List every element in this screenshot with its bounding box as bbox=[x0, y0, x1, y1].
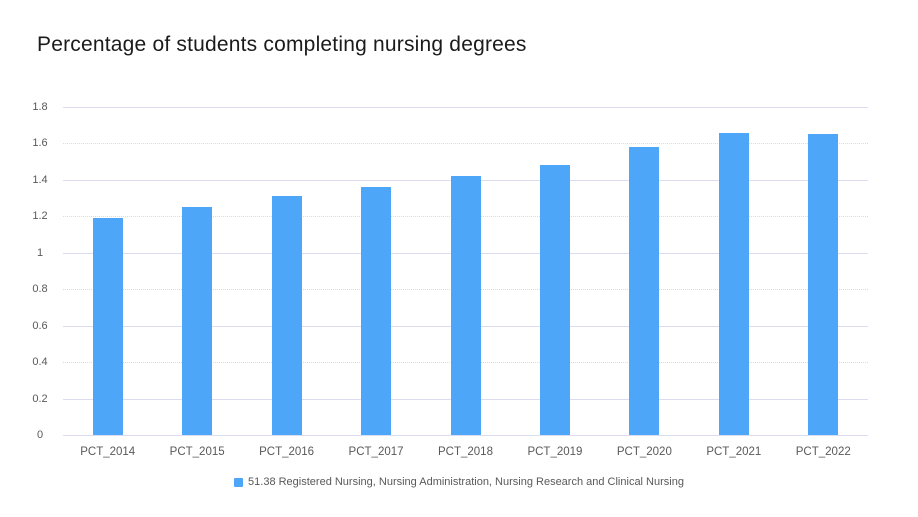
chart-title: Percentage of students completing nursin… bbox=[37, 33, 527, 56]
x-axis-tick-label: PCT_2020 bbox=[616, 446, 672, 458]
x-axis-tick-label: PCT_2016 bbox=[259, 446, 315, 458]
x-axis-tick-label: PCT_2015 bbox=[169, 446, 225, 458]
y-axis-tick-label: 1.8 bbox=[32, 101, 48, 113]
legend-label: 51.38 Registered Nursing, Nursing Admini… bbox=[248, 476, 684, 488]
y-axis-tick-label: 1.2 bbox=[32, 210, 48, 223]
bar-pct_2016[interactable] bbox=[271, 196, 302, 435]
bar-pct_2017[interactable] bbox=[361, 187, 392, 435]
y-axis-tick-label: 0 bbox=[36, 429, 44, 441]
y-axis-tick-label: 1.4 bbox=[32, 173, 48, 186]
x-axis-baseline bbox=[63, 435, 868, 436]
legend[interactable]: 51.38 Registered Nursing, Nursing Admini… bbox=[0, 476, 918, 489]
plot-area bbox=[63, 107, 868, 436]
bar-pct_2019[interactable] bbox=[539, 165, 570, 435]
bar-pct_2021[interactable] bbox=[718, 132, 749, 435]
x-axis-tick-label: PCT_2017 bbox=[348, 446, 404, 458]
y-axis-tick-label: 0.2 bbox=[32, 392, 48, 405]
y-axis-tick-label: 1 bbox=[36, 246, 44, 259]
y-gridline bbox=[63, 107, 868, 108]
bar-pct_2018[interactable] bbox=[450, 176, 481, 435]
y-axis-tick-label: 0.4 bbox=[32, 356, 48, 369]
bar-pct_2020[interactable] bbox=[629, 147, 660, 435]
x-axis-tick-label: PCT_2021 bbox=[706, 446, 762, 458]
y-axis-tick-label: 0.8 bbox=[32, 283, 48, 296]
legend-marker-icon bbox=[234, 478, 244, 487]
y-gridline bbox=[63, 143, 868, 145]
bar-pct_2022[interactable] bbox=[808, 134, 839, 435]
x-axis-tick-label: PCT_2014 bbox=[80, 446, 136, 458]
y-axis-tick-label: 0.6 bbox=[32, 319, 48, 332]
y-axis-tick-label: 1.6 bbox=[32, 137, 48, 150]
x-axis-tick-label: PCT_2019 bbox=[527, 446, 583, 458]
x-axis-tick-label: PCT_2018 bbox=[437, 446, 493, 458]
bar-pct_2014[interactable] bbox=[92, 218, 123, 435]
bar-pct_2015[interactable] bbox=[182, 207, 213, 435]
x-axis-tick-label: PCT_2022 bbox=[795, 446, 851, 458]
